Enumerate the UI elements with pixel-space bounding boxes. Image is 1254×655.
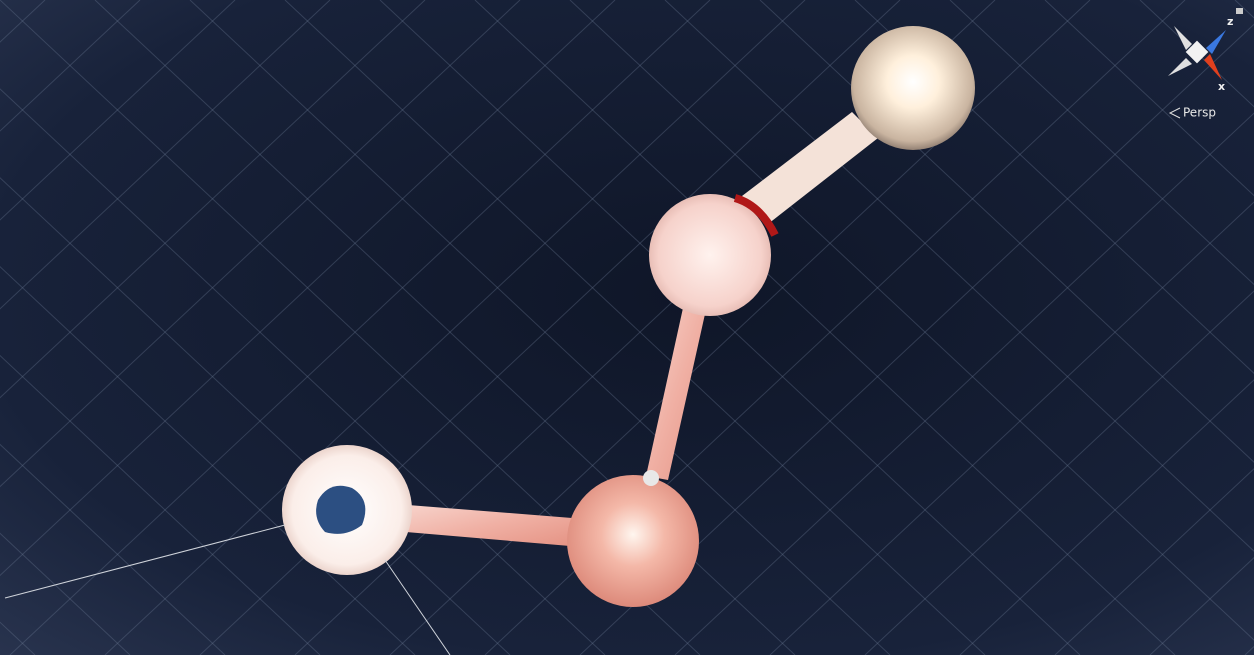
grid-line xyxy=(664,0,1254,552)
projection-label[interactable]: Persp xyxy=(1183,106,1216,120)
tube xyxy=(646,308,705,480)
gizmo-cone xyxy=(1168,58,1192,76)
grid-line xyxy=(959,379,1254,655)
persp-icon xyxy=(1168,107,1181,119)
grid-line xyxy=(474,0,1176,655)
gizmo-cone-x xyxy=(1204,54,1222,80)
grid-line xyxy=(0,0,616,577)
grid-line xyxy=(854,0,1254,375)
guide-line xyxy=(4,524,286,599)
grid-line xyxy=(389,0,1091,655)
grid-line xyxy=(104,0,806,655)
tube xyxy=(406,505,572,546)
grid-line xyxy=(0,443,226,655)
grid-line xyxy=(1044,0,1254,197)
ring xyxy=(733,194,779,237)
grid-line xyxy=(0,88,606,655)
guide-line xyxy=(384,559,451,655)
grid-line xyxy=(1054,468,1254,655)
sphere[interactable] xyxy=(649,194,771,316)
gizmo-x-label: x xyxy=(1218,80,1225,93)
gizmo-z-label: z xyxy=(1227,15,1233,28)
lock-icon[interactable] xyxy=(1236,8,1243,14)
grid-line xyxy=(0,0,141,132)
grid-line xyxy=(0,0,331,310)
orientation-gizmo[interactable]: z x Persp xyxy=(1168,8,1243,120)
grid-line xyxy=(0,0,236,221)
grid-line xyxy=(189,0,891,655)
grid-line xyxy=(949,0,1254,286)
grid-line xyxy=(0,0,521,488)
grid-line xyxy=(9,0,711,655)
grid-line xyxy=(769,201,1254,655)
grid-line xyxy=(379,0,1081,655)
gizmo-cone xyxy=(1174,26,1192,50)
grid-line xyxy=(569,0,1254,641)
grid-line xyxy=(864,290,1254,655)
tube xyxy=(742,112,878,224)
grid-line xyxy=(674,112,1254,655)
portal xyxy=(316,485,366,534)
sphere[interactable] xyxy=(851,26,975,150)
sphere[interactable] xyxy=(567,475,699,607)
grid-line xyxy=(284,0,986,655)
grid-line xyxy=(0,532,131,655)
gizmo-cone-z xyxy=(1206,30,1226,54)
joint xyxy=(643,470,659,486)
grid-line xyxy=(0,0,426,399)
